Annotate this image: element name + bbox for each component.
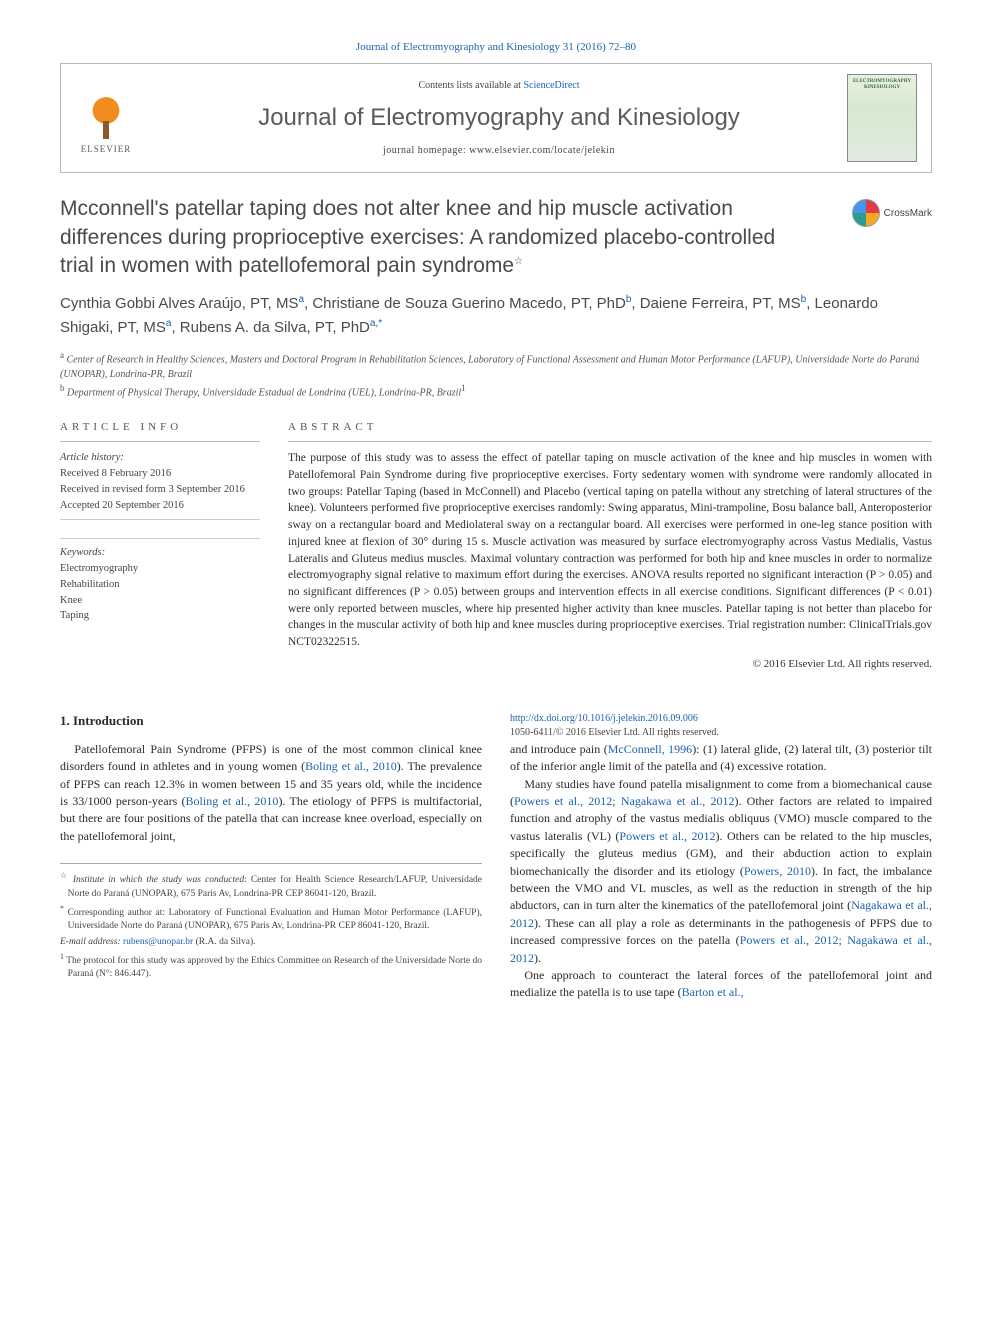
p1d-prefix: and introduce pain ( (510, 742, 608, 756)
intro-para-1: Patellofemoral Pain Syndrome (PFPS) is o… (60, 741, 482, 845)
history-label: Article history: (60, 452, 124, 463)
homepage-prefix: journal homepage: (383, 145, 469, 156)
email-label: E-mail address: (60, 937, 121, 947)
fn-1-text: The protocol for this study was approved… (66, 956, 482, 979)
footnote-ethics: 1 The protocol for this study was approv… (60, 951, 482, 982)
corresponding-email-link[interactable]: rubens@unopar.br (123, 937, 193, 947)
received-date: Received 8 February 2016 (60, 468, 171, 479)
footnote-institute: ☆ Institute in which the study was condu… (60, 870, 482, 901)
affiliation-a-text: Center of Research in Healthy Sciences, … (60, 355, 919, 380)
footnote-corresponding: * Corresponding author at: Laboratory of… (60, 903, 482, 934)
affiliations: a Center of Research in Healthy Sciences… (60, 349, 932, 400)
fn-corr-text: Corresponding author at: Laboratory of F… (68, 908, 482, 931)
crossmark-badge[interactable]: CrossMark (852, 199, 932, 227)
journal-citation: Journal of Electromyography and Kinesiol… (60, 40, 932, 55)
fn-1-marker: 1 (60, 952, 64, 961)
revised-date: Received in revised form 3 September 201… (60, 484, 245, 495)
keywords-list: ElectromyographyRehabilitationKneeTaping (60, 563, 138, 621)
footnote-email: E-mail address: rubens@unopar.br (R.A. d… (60, 936, 482, 949)
article-info-label: ARTICLE INFO (60, 420, 260, 442)
email-who: (R.A. da Silva). (196, 937, 256, 947)
ref-boling-2010-a[interactable]: Boling et al., 2010 (305, 759, 397, 773)
intro-para-1-cont: and introduce pain (McConnell, 1996): (1… (510, 741, 932, 776)
title-footnote-marker: ☆ (514, 256, 523, 267)
keywords-block: Keywords: ElectromyographyRehabilitation… (60, 538, 260, 624)
affiliation-a: a Center of Research in Healthy Sciences… (60, 349, 932, 381)
doi-link[interactable]: http://dx.doi.org/10.1016/j.jelekin.2016… (510, 713, 698, 724)
accepted-date: Accepted 20 September 2016 (60, 500, 184, 511)
crossmark-label: CrossMark (884, 207, 932, 221)
intro-para-2: Many studies have found patella misalign… (510, 776, 932, 967)
affiliation-b: b Department of Physical Therapy, Univer… (60, 382, 932, 400)
ref-barton[interactable]: Barton et al., (682, 985, 744, 999)
issn-copyright: 1050-6411/© 2016 Elsevier Ltd. All right… (510, 727, 719, 738)
journal-title: Journal of Electromyography and Kinesiol… (151, 101, 847, 135)
fn-star-marker: ☆ (60, 871, 69, 880)
ref-powers-2010[interactable]: Powers, 2010 (744, 864, 811, 878)
article-title: Mcconnell's patellar taping does not alt… (60, 195, 932, 280)
fn-corr-marker: * (60, 904, 64, 913)
journal-cover-thumbnail: ELECTROMYOGRAPHY KINESIOLOGY (847, 74, 917, 162)
elsevier-tree-icon (81, 93, 131, 143)
contents-available: Contents lists available at ScienceDirec… (151, 79, 847, 93)
footnotes-block: ☆ Institute in which the study was condu… (60, 863, 482, 982)
elsevier-wordmark: ELSEVIER (81, 143, 132, 156)
article-history: Article history: Received 8 February 201… (60, 450, 260, 520)
abstract-label: ABSTRACT (288, 420, 932, 442)
journal-homepage: journal homepage: www.elsevier.com/locat… (151, 144, 847, 158)
title-text: Mcconnell's patellar taping does not alt… (60, 197, 775, 277)
abstract-text: The purpose of this study was to assess … (288, 450, 932, 650)
affiliation-b-note: 1 (461, 383, 466, 393)
fn-star-prefix: Institute in which the study was conduct… (73, 875, 244, 885)
ref-mcconnell-1996[interactable]: McConnell, 1996 (608, 742, 692, 756)
homepage-url: www.elsevier.com/locate/jelekin (469, 145, 615, 156)
contents-prefix: Contents lists available at (418, 80, 523, 91)
section-heading-intro: 1. Introduction (60, 712, 482, 731)
ref-powers-nagakawa-2012-a[interactable]: Powers et al., 2012; Nagakawa et al., 20… (514, 794, 734, 808)
sciencedirect-link[interactable]: ScienceDirect (523, 80, 579, 91)
intro-para-3: One approach to counteract the lateral f… (510, 967, 932, 1002)
keywords-label: Keywords: (60, 547, 105, 558)
p2f: ). (534, 951, 541, 965)
body-columns: 1. Introduction Patellofemoral Pain Synd… (60, 712, 932, 1002)
crossmark-icon (852, 199, 880, 227)
ref-boling-2010-b[interactable]: Boling et al., 2010 (186, 794, 279, 808)
ref-powers-2012[interactable]: Powers et al., 2012 (619, 829, 715, 843)
author-list: Cynthia Gobbi Alves Araújo, PT, MSa, Chr… (60, 292, 932, 339)
abstract-copyright: © 2016 Elsevier Ltd. All rights reserved… (288, 657, 932, 672)
elsevier-logo: ELSEVIER (75, 81, 137, 155)
journal-header: ELSEVIER Contents lists available at Sci… (60, 63, 932, 173)
cover-title: ELECTROMYOGRAPHY KINESIOLOGY (852, 79, 912, 90)
affiliation-b-text: Department of Physical Therapy, Universi… (67, 387, 461, 398)
doi-block: http://dx.doi.org/10.1016/j.jelekin.2016… (510, 712, 932, 741)
